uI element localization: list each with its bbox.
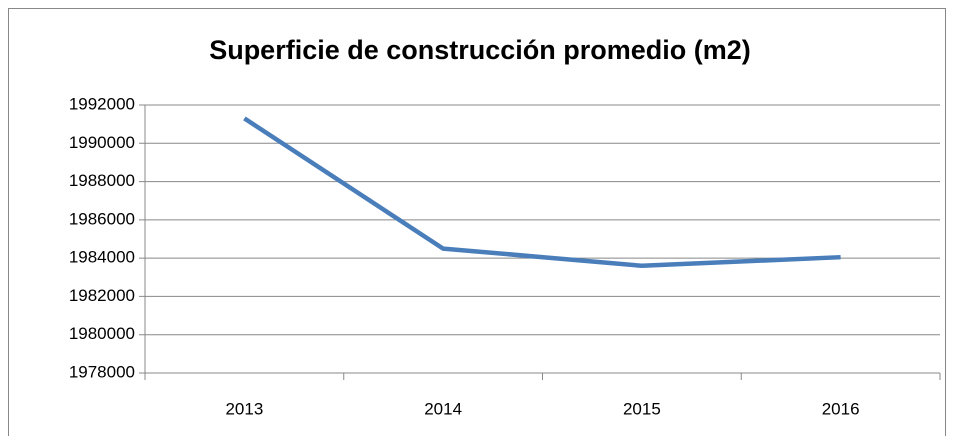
x-tick-label: 2015 — [623, 399, 661, 418]
y-tick-label: 1984000 — [69, 248, 135, 267]
x-tick-label: 2013 — [225, 399, 263, 418]
y-tick-label: 1982000 — [69, 286, 135, 305]
y-tick-label: 1980000 — [69, 324, 135, 343]
x-tick-label: 2016 — [822, 399, 860, 418]
x-tick-label: 2014 — [424, 399, 462, 418]
y-tick-label: 1978000 — [69, 362, 135, 381]
y-tick-label: 1992000 — [69, 94, 135, 113]
y-tick-label: 1988000 — [69, 171, 135, 190]
chart-title: Superficie de construcción promedio (m2) — [209, 35, 751, 65]
y-tick-label: 1990000 — [69, 133, 135, 152]
y-tick-label: 1986000 — [69, 209, 135, 228]
chart-frame — [8, 8, 946, 441]
data-line — [243, 116, 841, 269]
